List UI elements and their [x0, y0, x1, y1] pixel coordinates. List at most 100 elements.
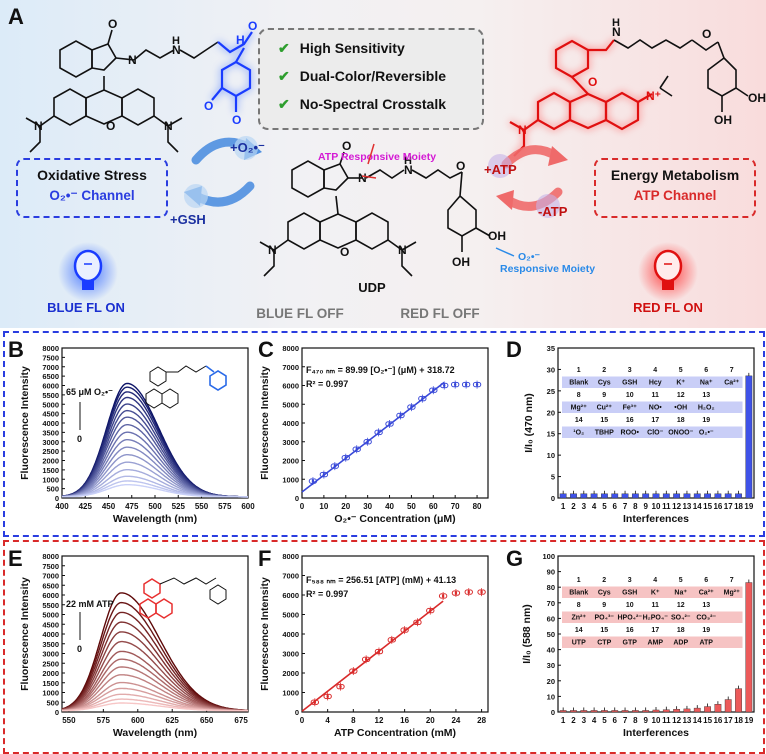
y-tick-label: 90	[547, 568, 555, 577]
bar	[662, 709, 670, 713]
mol-label: N	[128, 53, 137, 67]
y-tick-label: 6000	[42, 591, 59, 600]
table-cell: Cu²⁺	[597, 405, 613, 412]
y-tick-label: 5000	[282, 400, 299, 409]
y-tick-label: 1500	[42, 679, 59, 688]
data-point	[363, 439, 369, 445]
table-cell: SO₄²⁻	[671, 615, 691, 622]
table-cell: GTP	[623, 640, 638, 647]
y-tick-label: 500	[46, 485, 59, 494]
table-cell: 10	[626, 392, 634, 399]
data-point	[440, 382, 446, 389]
x-tick-label: 675	[234, 716, 248, 725]
mol-label: H	[172, 35, 180, 47]
bar	[559, 493, 567, 499]
y-axis-label: I/I₀ (588 nm)	[521, 604, 533, 664]
table-cell: 12	[677, 602, 685, 609]
feature-2: ✔ Dual-Color/Reversible	[278, 68, 446, 84]
spectrum-line	[62, 702, 248, 712]
mol-label: OH	[714, 113, 732, 127]
check-icon: ✔	[278, 68, 290, 84]
data-point	[472, 381, 479, 388]
data-point	[364, 656, 371, 663]
mol-label: O	[248, 19, 257, 33]
x-tick-label: 16	[713, 716, 722, 725]
table-cell: ADP	[673, 640, 688, 647]
x-tick-label: 14	[693, 502, 702, 511]
mol-label: OH	[748, 91, 766, 105]
y-tick-label: 3000	[282, 650, 299, 659]
y-tick-label: 7500	[42, 562, 59, 571]
y-tick-label: 2500	[42, 447, 59, 456]
y-tick-label: 70	[547, 599, 555, 608]
left-cycle-arrows	[184, 136, 262, 208]
table-cell: 3	[628, 577, 632, 584]
features-box: ✔ High Sensitivity ✔ Dual-Color/Reversible…	[258, 28, 484, 130]
mol-label: OH	[488, 229, 506, 243]
x-tick-label: 12	[672, 502, 681, 511]
table-cell: H₂O₂	[698, 405, 715, 412]
y-tick-label: 0	[55, 494, 59, 503]
y-tick-label: 500	[46, 698, 59, 707]
atp-moiety-label: ATP Responsive Moiety	[318, 151, 436, 163]
x-tick-label: 3	[582, 502, 587, 511]
data-point	[400, 627, 406, 633]
table-cell: O₂•⁻	[699, 430, 714, 437]
data-point	[308, 478, 315, 484]
y-tick-label: 0	[295, 494, 299, 503]
data-point	[399, 412, 405, 419]
y-tick-label: 2000	[42, 669, 59, 678]
panel-g-label: G	[506, 546, 523, 571]
table-cell: 6	[704, 577, 708, 584]
table-cell: 17	[651, 627, 659, 634]
atp-minus-label: -ATP	[538, 204, 568, 219]
data-point	[477, 589, 483, 595]
y-tick-label: 3000	[42, 650, 59, 659]
x-tick-label: 70	[451, 502, 460, 511]
data-point	[413, 619, 419, 625]
energy-metabolism-box: Energy Metabolism ATP Channel	[594, 158, 756, 218]
table-row-shade	[562, 376, 743, 388]
right-cycle-arrows	[488, 145, 568, 218]
table-cell: Ca²⁺	[724, 380, 739, 387]
x-tick-label: 400	[55, 502, 69, 511]
y-tick-label: 6000	[42, 382, 59, 391]
bar	[704, 493, 711, 499]
mol-label: N	[164, 119, 173, 133]
oxidative-stress-box: Oxidative Stress O₂•⁻ Channel	[16, 158, 168, 218]
y-tick-label: 30	[547, 365, 555, 374]
left-channel-title: Oxidative Stress	[37, 167, 147, 183]
mol-label: O	[702, 27, 711, 41]
y-tick-label: 5000	[282, 611, 299, 620]
table-row-shade	[562, 426, 743, 438]
o2-moiety-label: Responsive Moiety	[500, 263, 595, 275]
table-cell: 15	[600, 417, 608, 424]
table-cell: K⁺	[676, 380, 685, 387]
table-cell: 1	[577, 577, 581, 584]
plot-f: 0 1000 2000 3000 4000 5000 6000 7000 8000 0 4 8 12 16…	[259, 552, 489, 739]
x-tick-label: 15	[703, 502, 712, 511]
data-point	[344, 454, 350, 461]
table-cell: ATP	[700, 640, 714, 647]
x-axis-label: Wavelength (nm)	[113, 513, 197, 525]
x-tick-label: 17	[724, 716, 733, 725]
left-quinone	[211, 31, 253, 112]
table-cell: 1	[577, 367, 581, 374]
bar	[621, 710, 629, 713]
mol-label: N	[358, 171, 367, 185]
data-point	[410, 404, 416, 410]
data-point	[339, 683, 345, 690]
data-point	[336, 683, 342, 690]
table-cell: 5	[679, 367, 683, 374]
table-cell: ClO⁻	[647, 430, 663, 437]
table-cell: 14	[575, 417, 583, 424]
y-tick-label: 35	[547, 344, 555, 353]
table-row-shade	[562, 611, 743, 623]
y-tick-label: 3000	[282, 438, 299, 447]
mol-label: O	[342, 139, 351, 153]
y-tick-label: 8000	[42, 344, 59, 353]
table-cell: 13	[702, 602, 710, 609]
table-cell: Hcy	[649, 380, 662, 387]
